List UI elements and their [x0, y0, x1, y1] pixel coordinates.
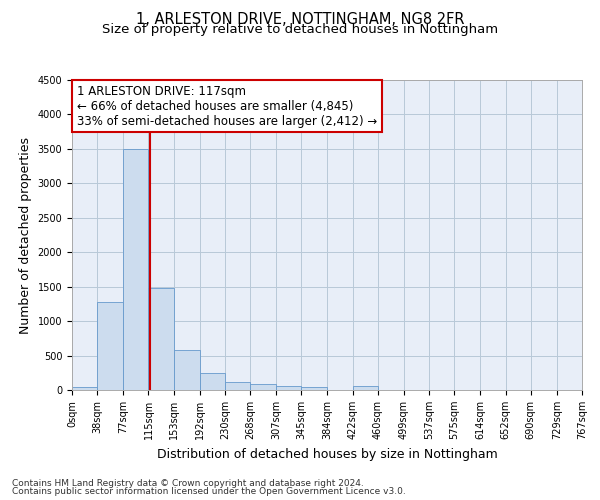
Bar — [301, 386, 328, 390]
Bar — [97, 302, 123, 390]
X-axis label: Distribution of detached houses by size in Nottingham: Distribution of detached houses by size … — [157, 448, 497, 460]
Bar — [250, 384, 276, 390]
Bar — [72, 386, 97, 390]
Text: Size of property relative to detached houses in Nottingham: Size of property relative to detached ho… — [102, 22, 498, 36]
Bar — [174, 350, 200, 390]
Y-axis label: Number of detached properties: Number of detached properties — [19, 136, 32, 334]
Bar — [148, 288, 174, 390]
Bar — [200, 374, 225, 390]
Text: Contains public sector information licensed under the Open Government Licence v3: Contains public sector information licen… — [12, 487, 406, 496]
Text: 1 ARLESTON DRIVE: 117sqm
← 66% of detached houses are smaller (4,845)
33% of sem: 1 ARLESTON DRIVE: 117sqm ← 66% of detach… — [77, 84, 377, 128]
Bar — [276, 386, 301, 390]
Text: Contains HM Land Registry data © Crown copyright and database right 2024.: Contains HM Land Registry data © Crown c… — [12, 478, 364, 488]
Bar — [123, 149, 148, 390]
Text: 1, ARLESTON DRIVE, NOTTINGHAM, NG8 2FR: 1, ARLESTON DRIVE, NOTTINGHAM, NG8 2FR — [136, 12, 464, 28]
Bar — [353, 386, 378, 390]
Bar — [225, 382, 250, 390]
